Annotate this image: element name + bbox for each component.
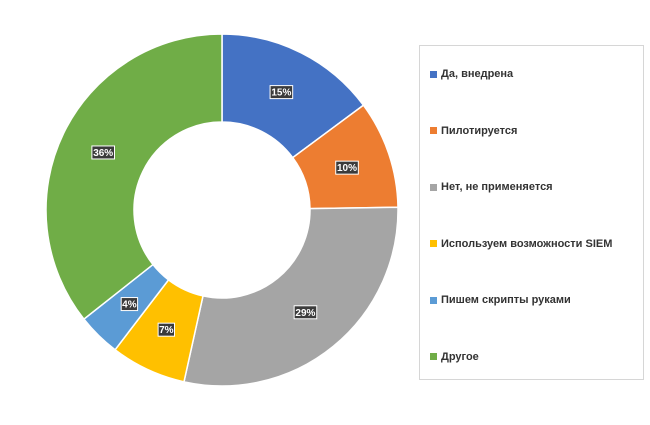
legend-label: Пилотируется bbox=[441, 124, 518, 137]
legend-swatch bbox=[430, 70, 437, 78]
legend-swatch bbox=[430, 240, 437, 247]
legend-item-4: Пишем скрипты руками bbox=[430, 294, 571, 306]
data-label-text: 15% bbox=[271, 88, 291, 99]
data-label-text: 29% bbox=[295, 308, 315, 319]
data-label-0: 15% bbox=[269, 85, 294, 100]
data-label-text: 36% bbox=[93, 148, 113, 159]
data-label-1: 10% bbox=[335, 160, 359, 175]
legend-item-3: Используем возможности SIEM bbox=[430, 238, 612, 250]
legend-item-0: Да, внедрена bbox=[430, 68, 513, 80]
donut-chart: 15% 10% 29% 7% 4% 36% bbox=[45, 33, 399, 387]
legend-label: Используем возможности SIEM bbox=[441, 237, 613, 250]
data-label-text: 4% bbox=[122, 300, 137, 311]
legend-swatch bbox=[430, 127, 437, 134]
data-label-4: 4% bbox=[120, 297, 139, 312]
legend: Да, внедрена Пилотируется Нет, не применяе… bbox=[419, 45, 644, 380]
legend-label: Да, внедрена bbox=[441, 68, 514, 80]
legend-item-1: Пилотируется bbox=[430, 125, 517, 137]
data-label-text: 10% bbox=[337, 163, 357, 174]
legend-item-5: Другое bbox=[430, 351, 479, 363]
legend-swatch bbox=[430, 296, 437, 304]
legend-label: Другое bbox=[441, 350, 479, 363]
data-label-box bbox=[91, 145, 115, 160]
slice-5 bbox=[45, 33, 223, 321]
data-label-text: 7% bbox=[159, 325, 174, 336]
legend-swatch bbox=[430, 183, 437, 191]
legend-swatch bbox=[430, 353, 437, 360]
legend-label: Пишем скрипты руками bbox=[441, 294, 571, 306]
data-label-box bbox=[335, 160, 359, 175]
legend-item-2: Нет, не применяется bbox=[430, 181, 553, 193]
data-label-3: 7% bbox=[157, 322, 176, 337]
labels-group: 15% 10% 29% 7% 4% 36% bbox=[91, 85, 359, 337]
data-label-box bbox=[157, 322, 176, 337]
data-label-5: 36% bbox=[91, 145, 115, 160]
data-label-box bbox=[293, 305, 318, 320]
data-label-box bbox=[120, 297, 139, 312]
slice-2 bbox=[183, 206, 399, 387]
legend-label: Нет, не применяется bbox=[441, 181, 553, 193]
data-label-2: 29% bbox=[293, 305, 318, 320]
data-label-box bbox=[269, 85, 294, 100]
slices-group bbox=[45, 33, 399, 387]
